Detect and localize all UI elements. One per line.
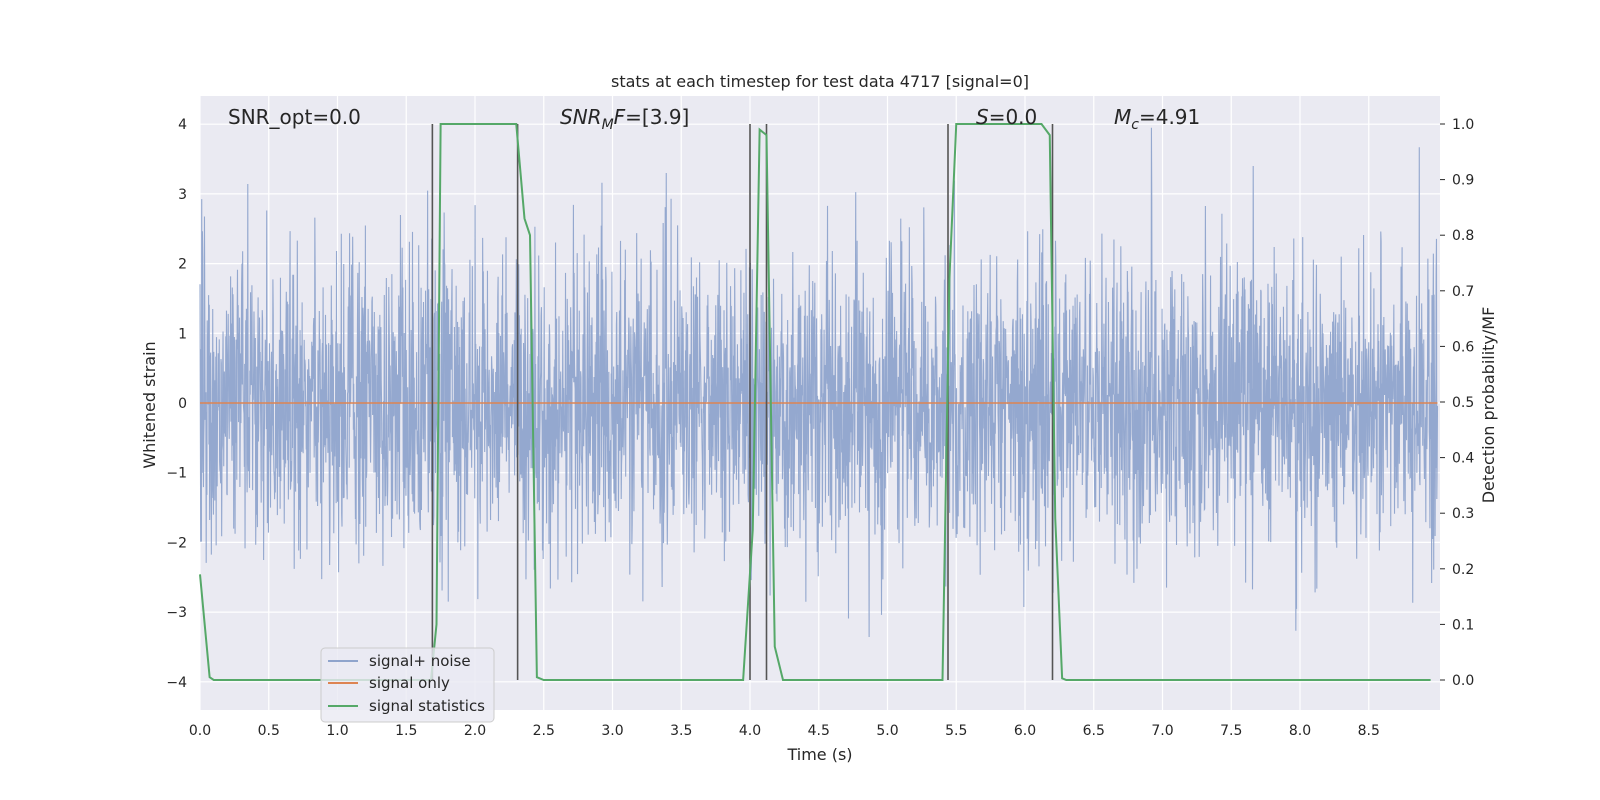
y-right-tick-label-10: 1.0: [1452, 117, 1474, 133]
noise-trace: [199, 127, 1439, 638]
snr-mf-tail: F: [614, 105, 626, 129]
y-right-tick-label-7: 0.7: [1452, 284, 1474, 300]
x-tick-label-11: 5.5: [945, 723, 967, 739]
series-signal-statistics: [199, 123, 1431, 681]
y-right-tick-label-1: 0.1: [1452, 617, 1474, 633]
mc-sub: c: [1131, 117, 1139, 133]
y-right-tick-label-8: 0.8: [1452, 228, 1474, 244]
x-tick-label-0: 0.0: [189, 723, 211, 739]
x-tick-label-8: 4.0: [739, 723, 761, 739]
y-left-tick-label-5: 1: [178, 326, 187, 342]
y-right-tick-labels: 0.0 0.1 0.2 0.3 0.4 0.5 0.6 0.7 0.8 0.9 1.0: [1440, 117, 1474, 689]
x-tick-label-17: 8.5: [1358, 723, 1380, 739]
x-tick-label-2: 1.0: [326, 723, 348, 739]
x-tick-label-13: 6.5: [1083, 723, 1105, 739]
y-left-tick-label-6: 2: [178, 257, 187, 273]
x-tick-label-7: 3.5: [670, 723, 692, 739]
y-left-tick-label-2: −2: [166, 535, 187, 551]
s-value: =0.0: [989, 105, 1038, 129]
y-right-tick-label-4: 0.4: [1452, 451, 1474, 467]
legend-label-signal-noise: signal+ noise: [369, 652, 471, 670]
mc-value: =4.91: [1139, 105, 1200, 129]
annotation-snr-opt: SNR_opt=0.0: [228, 105, 361, 129]
legend-label-signal-statistics: signal statistics: [369, 697, 485, 715]
y-left-tick-label-4: 0: [178, 396, 187, 412]
x-tick-label-5: 2.5: [533, 723, 555, 739]
y-left-tick-label-1: −3: [166, 605, 187, 621]
snr-mf-sub: M: [602, 117, 614, 133]
x-tick-label-14: 7.0: [1151, 723, 1173, 739]
x-tick-label-6: 3.0: [601, 723, 623, 739]
annotation-mc: Mc=4.91: [1114, 105, 1200, 133]
annotation-s: S=0.0: [976, 105, 1037, 129]
y-right-tick-label-9: 0.9: [1452, 173, 1474, 189]
mc-main: M: [1114, 105, 1131, 129]
legend-box: [320, 647, 495, 723]
x-tick-label-4: 2.0: [464, 723, 486, 739]
y-right-axis-label: Detection probability/MF: [1479, 307, 1498, 504]
legend: signal+ noise signal only signal statist…: [320, 647, 495, 723]
x-tick-label-15: 7.5: [1220, 723, 1242, 739]
y-left-tick-labels: −4 −3 −2 −1 0 1 2 3 4: [166, 117, 187, 691]
snr-mf-value: =[3.9]: [625, 105, 689, 129]
x-tick-label-10: 5.0: [876, 723, 898, 739]
x-tick-label-16: 8.0: [1289, 723, 1311, 739]
x-tick-label-1: 0.5: [258, 723, 280, 739]
snr-mf-main: SNR: [560, 105, 602, 129]
legend-label-signal-only: signal only: [369, 674, 450, 692]
x-tick-label-12: 6.0: [1014, 723, 1036, 739]
y-left-tick-label-3: −1: [166, 466, 187, 482]
series-signal-noise: [199, 127, 1439, 638]
y-left-tick-label-7: 3: [178, 187, 187, 203]
y-right-tick-label-3: 0.3: [1452, 506, 1474, 522]
x-tick-label-3: 1.5: [395, 723, 417, 739]
x-tick-label-9: 4.5: [808, 723, 830, 739]
y-right-tick-label-5: 0.5: [1452, 395, 1474, 411]
y-left-tick-label-0: −4: [166, 675, 187, 691]
annotation-snr-mf: SNRMF=[3.9]: [560, 105, 689, 133]
y-right-tick-label-0: 0.0: [1452, 673, 1474, 689]
y-left-axis-label: Whitened strain: [140, 341, 159, 468]
x-axis-label: Time (s): [786, 745, 852, 764]
y-right-tick-label-6: 0.6: [1452, 339, 1474, 355]
chart-title: stats at each timestep for test data 471…: [611, 72, 1029, 91]
s-main: S: [976, 105, 989, 129]
signal-statistics-line: [199, 123, 1431, 681]
y-left-tick-label-8: 4: [178, 117, 187, 133]
y-right-tick-label-2: 0.2: [1452, 562, 1474, 578]
x-tick-labels: 0.0 0.5 1.0 1.5 2.0 2.5 3.0 3.5 4.0 4.5 5.0 5.5 6.0 6…: [189, 723, 1380, 739]
